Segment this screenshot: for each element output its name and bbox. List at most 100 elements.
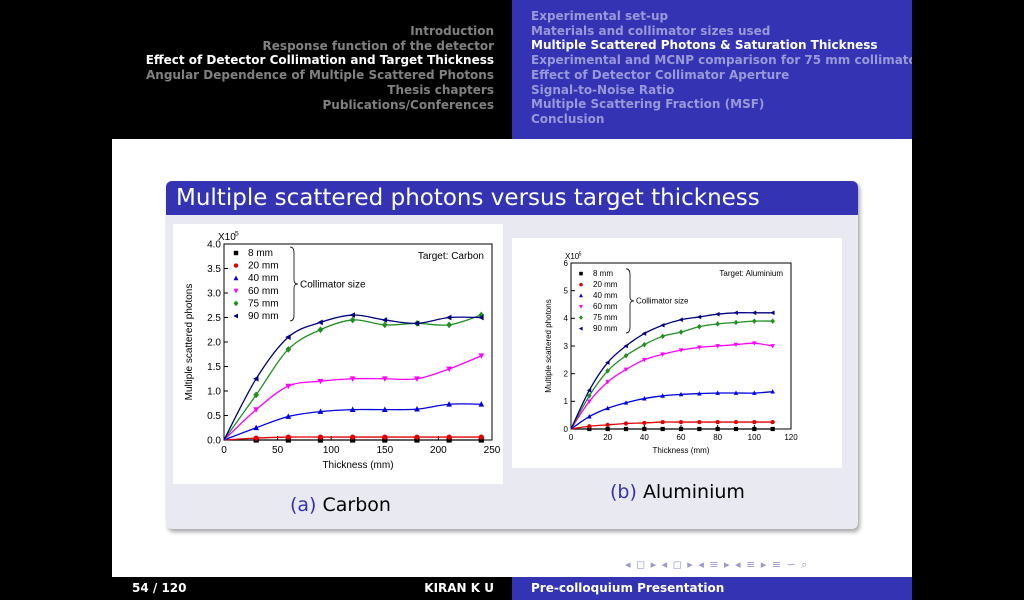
subsection-item[interactable]: Multiple Scattered Photons & Saturation … — [531, 38, 878, 53]
data-point — [678, 419, 684, 425]
caption-aluminium-label: (b) — [610, 481, 637, 503]
data-point — [715, 311, 720, 317]
data-point — [446, 434, 452, 440]
data-point — [414, 434, 420, 440]
data-point — [697, 345, 702, 350]
data-point — [414, 376, 420, 382]
legend-marker — [579, 304, 583, 309]
data-point — [715, 390, 720, 395]
x-axis-label: Thickness (mm) — [322, 460, 393, 471]
data-point — [478, 434, 484, 440]
content-block: Multiple scattered photons versus target… — [166, 181, 858, 529]
legend-label: 40 mm — [593, 291, 618, 300]
data-point — [770, 318, 775, 324]
data-point — [413, 320, 420, 327]
data-point — [253, 435, 259, 441]
x-tick-label: 50 — [272, 445, 284, 456]
x-tick-label: 20 — [603, 433, 612, 442]
data-point — [733, 310, 738, 316]
data-point — [605, 405, 610, 411]
section-item[interactable]: Response function of the detector — [262, 38, 494, 53]
presentation-title: Pre-colloquium Presentation — [531, 581, 725, 595]
y-tick-label: 1.0 — [207, 387, 221, 398]
data-point — [733, 419, 739, 425]
legend-label: 20 mm — [248, 261, 279, 272]
legend-marker — [233, 313, 238, 319]
carbon-figure: 0 50 100 150 200 250 0.0 0.5 1.0 1.5 2.0 2.5 3.0 3.5 4… — [173, 224, 503, 484]
data-point — [587, 414, 592, 419]
y-tick-label: 4.0 — [207, 240, 221, 251]
legend-marker — [233, 300, 239, 307]
section-item[interactable]: Thesis chapters — [387, 82, 494, 97]
beamer-navigation-symbols[interactable]: ◂ ◻ ▸ ◂ ◻ ▸ ◂ ≡ ▸ ◂ ≡ ▸ ≡ ∽ ⌕ — [625, 558, 809, 571]
data-point — [478, 353, 485, 359]
section-item[interactable]: Publications/Conferences — [322, 97, 494, 112]
legend-group-label: Collimator size — [300, 280, 366, 291]
data-point — [605, 368, 610, 374]
data-point — [587, 393, 592, 399]
data-point — [733, 342, 739, 348]
data-point — [285, 434, 291, 440]
section-item[interactable]: Angular Dependence of Multiple Scattered… — [146, 68, 494, 83]
subsection-navigation: Experimental set-up Materials and collima… — [512, 0, 912, 139]
data-point — [770, 344, 775, 349]
subsection-item[interactable]: Signal-to-Noise Ratio — [531, 82, 675, 97]
data-point — [285, 383, 292, 390]
data-point — [382, 434, 388, 440]
y-tick-label: 3.5 — [207, 264, 221, 275]
section-item[interactable]: Introduction — [410, 24, 494, 38]
y-tick-label: 0.5 — [207, 411, 221, 422]
data-point — [660, 352, 665, 357]
data-point — [285, 345, 292, 353]
legend-marker — [233, 288, 239, 294]
legend-marker — [579, 293, 583, 298]
legend-marker — [579, 315, 583, 320]
subsection-item[interactable]: Multiple Scattering Fraction (MSF) — [531, 97, 765, 112]
data-point — [715, 344, 720, 349]
subsection-item[interactable]: Conclusion — [531, 111, 605, 126]
data-point — [660, 333, 665, 340]
x-tick-label: 150 — [376, 445, 393, 456]
data-point — [317, 378, 324, 385]
data-point — [642, 426, 647, 432]
data-point — [715, 426, 720, 432]
y-tick-label: 1 — [564, 397, 569, 406]
series-line — [570, 421, 773, 430]
data-point — [605, 380, 610, 385]
data-point — [697, 391, 702, 396]
subsection-item[interactable]: Materials and collimator sizes used — [531, 23, 771, 38]
data-point — [349, 316, 356, 324]
data-point — [586, 387, 592, 393]
data-point — [660, 426, 665, 432]
carbon-chart: 0 50 100 150 200 250 0.0 0.5 1.0 1.5 2.0 2.5 3.0 3.5 4… — [184, 231, 501, 472]
section-navigation: Introduction Response function of the det… — [112, 0, 512, 139]
subsection-item[interactable]: Experimental set-up — [531, 9, 669, 23]
data-point — [381, 406, 388, 412]
subsection-item[interactable]: Effect of Detector Collimator Aperture — [531, 67, 790, 82]
y-axis-label: Multiple scattered photons — [184, 284, 195, 401]
caption-aluminium-text: Aluminium — [642, 481, 745, 503]
caption-carbon-text: Carbon — [322, 494, 391, 516]
y-tick-label: 4 — [564, 314, 569, 323]
data-point — [605, 422, 610, 427]
data-point — [623, 343, 628, 349]
legend-label: 8 mm — [593, 269, 613, 278]
data-point — [587, 426, 592, 432]
data-point — [478, 314, 484, 321]
subsection-item[interactable]: Experimental and MCNP comparison for 75 … — [531, 53, 912, 68]
data-point — [623, 367, 629, 373]
data-point — [752, 341, 757, 346]
y-tick-label: 3.0 — [207, 289, 221, 300]
data-point — [770, 389, 775, 394]
legend-brace — [625, 268, 635, 334]
x-tick-label: 200 — [430, 445, 447, 456]
data-point — [349, 406, 356, 412]
legend-marker — [233, 250, 239, 256]
x-tick-label: 80 — [713, 433, 722, 442]
y-tick-label: 0.0 — [207, 436, 221, 447]
data-point — [350, 437, 356, 443]
x-tick-label: 0 — [569, 433, 574, 442]
data-point — [770, 426, 775, 432]
data-point — [715, 321, 720, 327]
section-item[interactable]: Effect of Detector Collimation and Targe… — [145, 53, 494, 68]
